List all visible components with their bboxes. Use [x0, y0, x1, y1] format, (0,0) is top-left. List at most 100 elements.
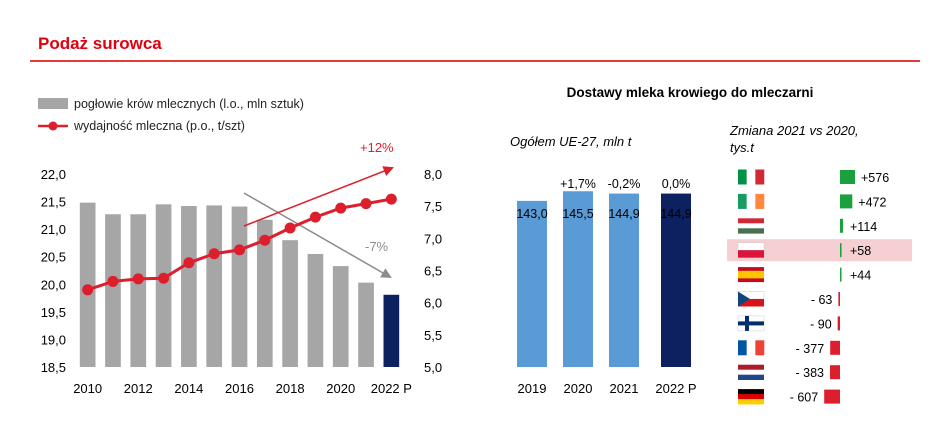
- y-left-tick: 22,0: [41, 167, 66, 182]
- decline-trend-arrow: [243, 192, 392, 279]
- country-change-label: - 607: [790, 391, 819, 405]
- flag-hu-icon: [738, 228, 764, 234]
- yield-point: [82, 284, 94, 296]
- country-change-bar: [840, 170, 855, 184]
- yield-point: [284, 222, 296, 234]
- deliveries-subtitle: Ogółem UE-27, mln t: [510, 134, 633, 149]
- flag-hu-icon: [738, 218, 764, 224]
- flag-pl-icon: [738, 250, 764, 258]
- country-change-bar: [840, 218, 843, 233]
- y-right-tick: 8,0: [424, 167, 442, 182]
- yield-point: [107, 275, 119, 287]
- country-change-label: +114: [850, 220, 877, 234]
- herd-bar: [282, 240, 298, 367]
- delivery-x-tick: 2021: [610, 381, 639, 396]
- y-right-tick: 5,5: [424, 328, 442, 343]
- country-change-label: - 377: [796, 342, 825, 356]
- herd-bar: [206, 205, 223, 367]
- herd-bar: [181, 205, 197, 367]
- herd-bar: [130, 214, 147, 367]
- yield-point: [158, 272, 170, 284]
- country-change-bar: [824, 389, 840, 404]
- x-tick: 2018: [276, 381, 305, 396]
- flag-hu-icon: [738, 223, 764, 229]
- herd-bar: [307, 253, 324, 367]
- flag-cz-icon: [738, 299, 764, 307]
- flag-de-icon: [738, 399, 764, 405]
- flag-ie-icon: [746, 193, 756, 209]
- herd-bar: [383, 294, 400, 367]
- x-tick: 2016: [225, 381, 254, 396]
- delivery-value-label: 144,9: [660, 207, 691, 221]
- flag-es-icon: [738, 270, 764, 279]
- country-change-label: - 383: [796, 366, 825, 380]
- yield-point: [234, 244, 245, 256]
- delivery-bar: [517, 200, 547, 367]
- herd-bar: [332, 266, 349, 367]
- flag-nl-icon: [738, 364, 764, 370]
- delivery-x-tick: 2019: [518, 381, 547, 396]
- delivery-change-label: 0,0%: [662, 177, 691, 191]
- x-tick: 2012: [124, 381, 153, 396]
- country-change-bar: [837, 316, 840, 331]
- y-right-tick: 6,0: [424, 296, 442, 311]
- delivery-change-label: -0,2%: [608, 177, 641, 191]
- delivery-x-tick: 2020: [564, 381, 593, 396]
- delivery-bar: [609, 193, 639, 367]
- country-change-label: - 90: [810, 317, 832, 331]
- delivery-value-label: 144,9: [608, 207, 639, 221]
- x-tick: 2010: [73, 381, 102, 396]
- flag-fr-icon: [738, 340, 747, 356]
- yield-point: [259, 234, 271, 246]
- y-left-tick: 20,5: [41, 250, 66, 265]
- flag-fr-icon: [755, 340, 765, 356]
- country-change-title-line1: Zmiana 2021 vs 2020,: [729, 123, 859, 138]
- country-change-label: +472: [858, 195, 886, 209]
- yield-point: [208, 248, 220, 260]
- deliveries-title: Dostawy mleka krowiego do mleczarni: [567, 85, 814, 100]
- delivery-bar: [563, 191, 593, 367]
- flag-it-icon: [755, 169, 765, 185]
- growth-trend-arrow: [243, 166, 394, 227]
- herd-bar: [155, 204, 172, 367]
- y-right-tick: 7,0: [424, 231, 442, 246]
- country-change-label: +576: [861, 171, 889, 185]
- highlight-band-pl: [727, 239, 912, 262]
- country-change-bar: [838, 292, 840, 306]
- yield-point: [183, 257, 195, 269]
- delivery-change-label: +1,7%: [560, 177, 596, 191]
- flag-fi-icon: [738, 321, 764, 326]
- country-change-bar: [840, 194, 853, 209]
- flag-nl-icon: [738, 374, 764, 380]
- delivery-bar: [661, 193, 691, 367]
- legend-swatch-herd: [38, 98, 68, 109]
- legend-label-yield: wydajność mleczna (p.o., t/szt): [73, 119, 245, 133]
- title-divider: [30, 60, 920, 62]
- flag-it-icon: [738, 169, 747, 185]
- y-left-tick: 18,5: [41, 360, 66, 375]
- country-change-label: +44: [850, 269, 871, 283]
- y-right-tick: 5,0: [424, 360, 442, 375]
- y-left-tick: 19,0: [41, 332, 66, 347]
- country-change-bar: [840, 267, 842, 282]
- delivery-value-label: 145,5: [562, 207, 593, 221]
- y-left-tick: 20,0: [41, 277, 66, 292]
- flag-cz-icon: [738, 291, 750, 307]
- flag-de-icon: [738, 389, 764, 395]
- annotation-decline: -7%: [365, 239, 389, 254]
- yield-point: [132, 273, 144, 285]
- herd-bar: [105, 214, 121, 367]
- flag-ie-icon: [738, 193, 747, 209]
- yield-point: [309, 211, 321, 223]
- flag-pl-icon: [737, 242, 765, 251]
- flag-nl-icon: [738, 369, 764, 375]
- y-left-tick: 19,5: [41, 305, 66, 320]
- x-tick: 2014: [174, 381, 203, 396]
- flag-ie-icon: [755, 193, 765, 209]
- delivery-x-tick: 2022 P: [655, 381, 696, 396]
- flag-de-icon: [738, 394, 764, 400]
- country-change-bar: [830, 365, 840, 380]
- herd-bar: [231, 206, 248, 367]
- yield-point: [360, 198, 372, 210]
